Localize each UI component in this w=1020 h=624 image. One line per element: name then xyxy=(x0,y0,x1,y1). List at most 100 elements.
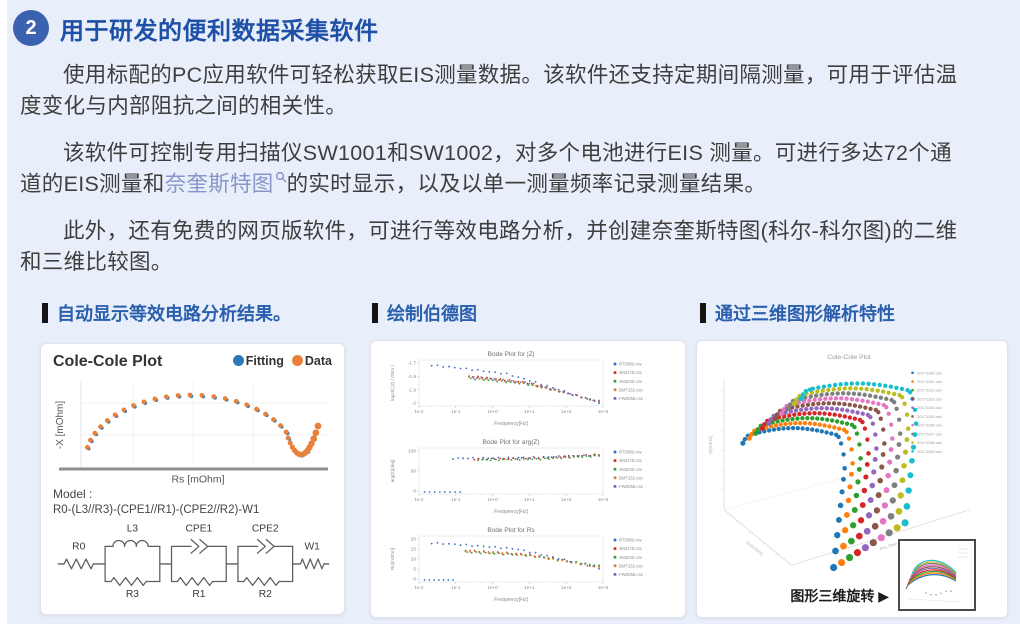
svg-text:R0: R0 xyxy=(72,541,85,552)
svg-text:1e+3: 1e+3 xyxy=(598,409,609,414)
intro-text: 使用标配的PC应用软件可轻松获取EIS测量数据。该软件还支持定期间隔测量，可用于… xyxy=(20,60,972,294)
left-page-edge xyxy=(0,0,7,624)
paragraph-2-text-after: 的实时显示，以及以单一测量频率记录测量结果。 xyxy=(286,172,767,196)
svg-text:0: 0 xyxy=(413,577,416,583)
svg-text:JM2170.csv: JM2170.csv xyxy=(619,458,643,463)
svg-text:15: 15 xyxy=(411,547,417,553)
svg-text:-X [mOhm]: -X [mOhm] xyxy=(55,401,66,450)
heading-bar-icon xyxy=(42,303,48,323)
svg-text:BM7162.csv: BM7162.csv xyxy=(619,563,643,568)
svg-text:1e+2: 1e+2 xyxy=(561,585,572,590)
svg-text:1e+2: 1e+2 xyxy=(561,409,572,414)
bode-plot-rs: Bode Plot for Rs 20 15 10 5 0 Rs[mOhm] 1e-2 1e-1… xyxy=(390,527,644,603)
legend-fitting-dot xyxy=(232,355,244,366)
svg-text:20171106.csv: 20171106.csv xyxy=(917,423,943,428)
svg-text:BM7162.csv: BM7162.csv xyxy=(619,387,643,392)
svg-text:1e-2: 1e-2 xyxy=(414,585,424,590)
svg-text:1e+0: 1e+0 xyxy=(487,585,498,590)
section-number-badge: 2 xyxy=(13,10,49,46)
cole-plot-title: Cole-Cole Plot xyxy=(53,353,163,370)
svg-text:20171107.csv: 20171107.csv xyxy=(917,431,943,436)
svg-text:1e-1: 1e-1 xyxy=(451,497,461,502)
search-icon xyxy=(275,171,287,183)
svg-text:L3: L3 xyxy=(127,524,139,535)
svg-text:-1.7: -1.7 xyxy=(408,361,417,367)
svg-text:1e+2: 1e+2 xyxy=(561,497,572,502)
paragraph-2: 该软件可控制专用扫描仪SW1001和SW1002，对多个电池进行EIS 测量。可… xyxy=(20,138,972,200)
svg-text:-1.9: -1.9 xyxy=(408,387,417,393)
cole-cole-plot: -X [mOhm] Rs [mOhm] xyxy=(55,381,328,485)
svg-text:arg(Z)[deg]: arg(Z)[deg] xyxy=(390,460,395,483)
legend-data-dot xyxy=(291,355,303,366)
svg-text:100: 100 xyxy=(408,449,416,455)
bode-plot-arg: Bode Plot for arg(Z) 100 50 0 arg(Z)[deg] 1e-… xyxy=(390,439,644,515)
svg-text:20: 20 xyxy=(411,537,417,543)
svg-text:0: 0 xyxy=(413,489,416,495)
svg-text:20171105.csv: 20171105.csv xyxy=(917,414,943,419)
svg-text:Bode Plot for |Z|: Bode Plot for |Z| xyxy=(488,351,535,358)
bode-plot-z: Bode Plot for |Z| -1.7 -1.8 -1.9 -2 log10( |Z… xyxy=(390,351,644,427)
svg-text:1e+3: 1e+3 xyxy=(598,585,609,590)
svg-text:1e-1: 1e-1 xyxy=(451,409,461,414)
section-title: 用于研发的便利数据采集软件 xyxy=(60,17,379,45)
svg-text:W1: W1 xyxy=(304,541,320,552)
svg-text:20171100.csv: 20171100.csv xyxy=(917,370,943,375)
svg-text:Frequency[Hz]: Frequency[Hz] xyxy=(494,597,528,603)
panel-heading-3d: 通过三维图形解析特性 xyxy=(700,300,895,326)
svg-text:Acq_Date: Acq_Date xyxy=(879,541,899,551)
svg-text:Rs[mOhm]: Rs[mOhm] xyxy=(745,540,764,556)
svg-text:CPE1: CPE1 xyxy=(185,524,212,535)
svg-text:1e+1: 1e+1 xyxy=(524,409,535,414)
svg-text:Bode Plot for Rs: Bode Plot for Rs xyxy=(487,527,535,534)
svg-text:Bode Plot for arg(Z): Bode Plot for arg(Z) xyxy=(482,439,539,446)
card-equivalent-circuit: Cole-Cole Plot Fitting Data -X [mOhm] Rs … xyxy=(40,343,345,615)
svg-text:R2: R2 xyxy=(259,589,272,600)
svg-text:20171108.csv: 20171108.csv xyxy=(917,440,943,445)
nyquist-glossary-link[interactable]: 奈奎斯特图 xyxy=(165,171,287,196)
svg-text:1e-1: 1e-1 xyxy=(451,585,461,590)
svg-text:CPE2: CPE2 xyxy=(252,524,279,535)
svg-text:JM2170.csv: JM2170.csv xyxy=(619,370,643,375)
svg-text:20171101.csv: 20171101.csv xyxy=(917,379,943,384)
rotated-view-mini-plot xyxy=(905,548,968,603)
svg-text:JM3240.csv: JM3240.csv xyxy=(619,379,643,384)
model-formula: R0-(L3//R3)-(CPE1//R1)-(CPE2//R2)-W1 xyxy=(53,504,260,516)
svg-text:-2: -2 xyxy=(412,401,417,407)
svg-text:-X[mOhm]: -X[mOhm] xyxy=(708,436,713,455)
svg-text:1e+1: 1e+1 xyxy=(524,585,535,590)
panel-heading-3d-label: 通过三维图形解析特性 xyxy=(715,304,895,324)
paragraph-1: 使用标配的PC应用软件可轻松获取EIS测量数据。该软件还支持定期间隔测量，可用于… xyxy=(20,63,958,118)
svg-text:JM2170.csv: JM2170.csv xyxy=(619,546,643,551)
svg-text:BT5080.csv: BT5080.csv xyxy=(619,538,643,543)
rotated-view-thumbnail[interactable] xyxy=(898,539,976,611)
svg-text:20171102.csv: 20171102.csv xyxy=(917,388,943,393)
heading-bar-icon xyxy=(700,303,706,323)
svg-text:log10( |Z| / Ohm ): log10( |Z| / Ohm ) xyxy=(390,365,395,401)
svg-text:BM7162.csv: BM7162.csv xyxy=(619,475,643,480)
paragraph-3: 此外，还有免费的网页版软件，可进行等效电路分析，并创建奈奎斯特图(科尔-科尔图)… xyxy=(20,219,958,274)
svg-text:20171104.csv: 20171104.csv xyxy=(917,405,943,410)
panel-heading-bode-label: 绘制伯德图 xyxy=(387,304,477,324)
svg-text:Rs[mOhm]: Rs[mOhm] xyxy=(390,548,395,570)
svg-text:JM3240.csv: JM3240.csv xyxy=(619,555,643,560)
svg-text:BT5080.csv: BT5080.csv xyxy=(619,450,643,455)
panel-heading-circuit: 自动显示等效电路分析结果。 xyxy=(42,300,291,326)
svg-text:FW0055.csv: FW0055.csv xyxy=(619,572,644,577)
svg-text:1e+3: 1e+3 xyxy=(598,497,609,502)
svg-text:JM3240.csv: JM3240.csv xyxy=(619,467,643,472)
svg-text:BT5080.csv: BT5080.csv xyxy=(619,362,643,367)
svg-text:50: 50 xyxy=(411,469,417,475)
svg-text:1e-2: 1e-2 xyxy=(414,409,424,414)
card-bode-plots: Bode Plot for |Z| -1.7 -1.8 -1.9 -2 log10( |Z… xyxy=(370,340,686,618)
svg-text:Frequency[Hz]: Frequency[Hz] xyxy=(494,509,528,515)
svg-text:1e+0: 1e+0 xyxy=(487,497,498,502)
panel-heading-bode: 绘制伯德图 xyxy=(372,300,477,326)
svg-text:1e+1: 1e+1 xyxy=(524,497,535,502)
svg-text:R1: R1 xyxy=(192,589,205,600)
svg-text:FW0055.csv: FW0055.csv xyxy=(619,484,644,489)
model-label: Model : xyxy=(53,487,93,501)
svg-text:1e-2: 1e-2 xyxy=(414,497,424,502)
panel-heading-circuit-label: 自动显示等效电路分析结果。 xyxy=(57,304,291,324)
rotate-3d-label[interactable]: 图形三维旋转 ▶ xyxy=(790,588,889,604)
